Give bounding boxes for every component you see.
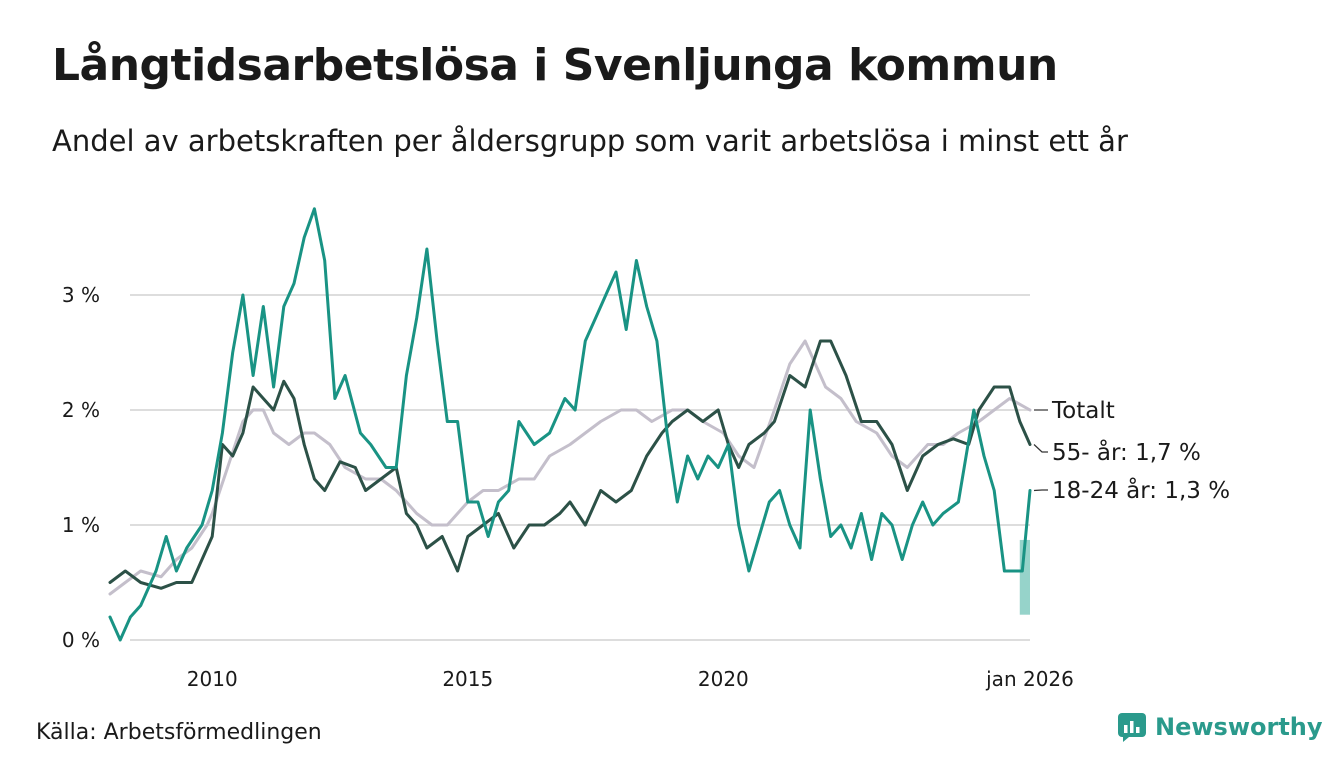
- legend-label-total: Totalt: [1051, 398, 1115, 424]
- legend-label-age_55: 55- år: 1,7 %: [1052, 438, 1201, 466]
- x-tick-label: jan 2026: [985, 667, 1074, 691]
- legend-label-age_18_24: 18-24 år: 1,3 %: [1052, 476, 1230, 504]
- y-tick-label: 3 %: [62, 283, 100, 307]
- y-tick-label: 2 %: [62, 398, 100, 422]
- x-tick-label: 2020: [698, 667, 749, 691]
- series-line-total: [108, 339, 1032, 596]
- legend-leader-age_55: [1033, 444, 1048, 453]
- grid: [130, 294, 1030, 641]
- x-axis: 2010 2015 2020 jan 2026: [187, 667, 1074, 691]
- source-note: Källa: Arbetsförmedlingen: [36, 720, 322, 745]
- brand[interactable]: Newsworthy: [1117, 712, 1323, 742]
- y-tick-label: 1 %: [62, 513, 100, 537]
- series: [108, 207, 1032, 642]
- uncertainty-band: [1019, 539, 1030, 615]
- series-line-age_55: [108, 339, 1032, 590]
- legend: Totalt 55- år: 1,7 % 18-24 år: 1,3 %: [1033, 398, 1230, 504]
- y-axis: 0 % 1 % 2 % 3 %: [62, 283, 100, 652]
- newsworthy-logo-icon: [1118, 713, 1146, 742]
- band-rect: [1019, 539, 1030, 615]
- chart-title: Långtidsarbetslösa i Svenljunga kommun: [52, 40, 1058, 91]
- legend-leader-age_18_24: [1033, 489, 1048, 492]
- y-tick-label: 0 %: [62, 628, 100, 652]
- series-line-age_18_24: [108, 207, 1032, 642]
- x-tick-label: 2015: [442, 667, 493, 691]
- chart-subtitle: Andel av arbetskraften per åldersgrupp s…: [52, 124, 1128, 158]
- brand-name: Newsworthy: [1155, 713, 1323, 741]
- line-chart: 0 % 1 % 2 % 3 % 2010 2015 2020 jan 2026 Totalt…: [62, 207, 1230, 691]
- x-tick-label: 2010: [187, 667, 238, 691]
